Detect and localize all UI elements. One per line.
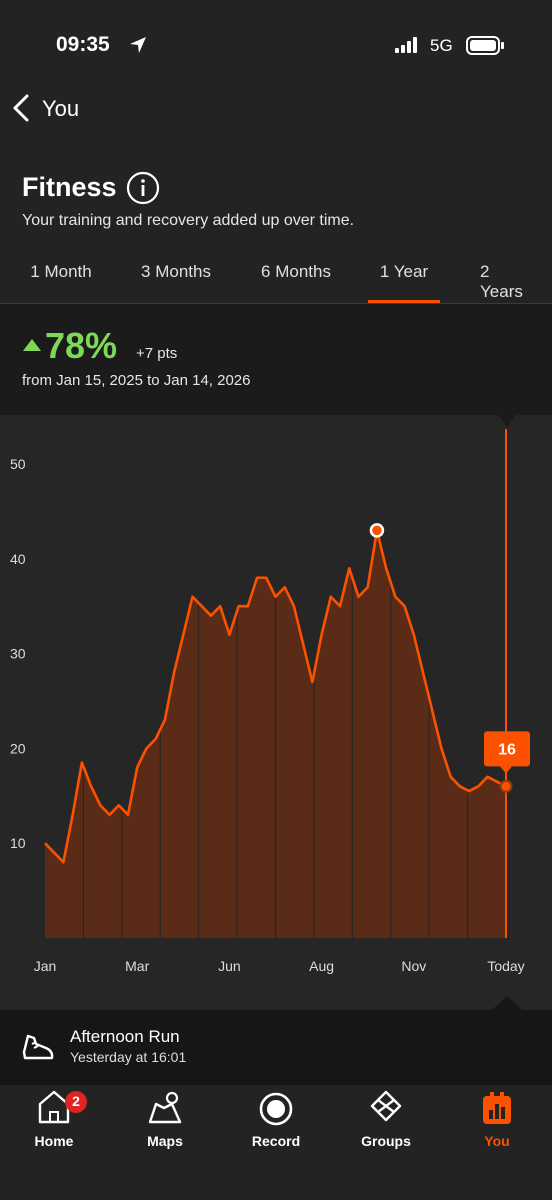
callout-label: 16 <box>498 741 516 758</box>
y-tick-label: 10 <box>10 835 26 851</box>
tab-divider <box>0 303 552 304</box>
back-label[interactable]: You <box>42 96 80 121</box>
tab-bar-label[interactable]: Record <box>251 1133 301 1149</box>
home-door <box>49 1111 59 1123</box>
info-icon[interactable] <box>126 171 160 205</box>
change-points: +7 pts <box>136 345 178 362</box>
record-dot <box>267 1100 285 1118</box>
tab[interactable]: 3 Months <box>141 262 211 281</box>
badge <box>65 1091 87 1113</box>
page-title: Fitness <box>22 172 117 202</box>
tab[interactable]: 6 Months <box>261 262 331 281</box>
callout-pointer <box>500 766 512 774</box>
activity-title[interactable]: Afternoon Run <box>70 1027 180 1046</box>
date-range: from Jan 15, 2025 to Jan 14, 2026 <box>22 372 251 389</box>
tab[interactable]: 1 Year <box>379 262 429 281</box>
signal-icon <box>395 37 417 53</box>
page-subtitle: Your training and recovery added up over… <box>22 212 355 229</box>
maps-icon[interactable] <box>148 1102 182 1124</box>
activity-panel[interactable] <box>0 1010 552 1085</box>
y-tick-label: 50 <box>10 456 26 472</box>
you-clip <box>500 1092 504 1100</box>
x-tick-label: Jan <box>34 958 57 974</box>
record-icon[interactable] <box>259 1092 293 1126</box>
fitness-chart: 10 20 30 40 50 16 Jan Mar Jun Aug Nov Today <box>0 415 552 1010</box>
maps-pin <box>165 1091 179 1105</box>
tab[interactable]: 1 Month <box>30 262 92 281</box>
location-icon <box>130 37 146 53</box>
badge-text: 2 <box>72 1093 80 1109</box>
network: 5G <box>430 36 453 55</box>
you-bar <box>495 1104 499 1119</box>
tab-bar-label[interactable]: Maps <box>147 1133 183 1149</box>
you-bar <box>489 1110 493 1119</box>
activity-time: Yesterday at 16:01 <box>70 1049 187 1065</box>
back-icon[interactable] <box>10 93 32 123</box>
peak-marker <box>369 523 385 538</box>
tab-bar-label[interactable]: Groups <box>361 1133 411 1149</box>
line <box>44 529 507 864</box>
tab[interactable]: 2 Years <box>480 262 523 301</box>
x-tick-label: Mar <box>125 958 149 974</box>
you-bar <box>501 1107 505 1119</box>
x-tick-label: Jun <box>218 958 241 974</box>
y-tick-label: 40 <box>10 551 26 567</box>
you-clip <box>490 1092 494 1100</box>
home-icon[interactable] <box>38 1090 70 1124</box>
tab-bar-icons <box>38 1090 511 1126</box>
tab-bar-label[interactable]: You <box>484 1133 510 1149</box>
y-tick-label: 30 <box>10 646 26 662</box>
tab-underline <box>368 300 440 303</box>
notch-top <box>498 415 516 427</box>
notch-bottom <box>492 996 522 1010</box>
tab-bar-label[interactable]: Home <box>34 1133 74 1149</box>
selected-point <box>499 779 513 793</box>
x-tick-label: Aug <box>309 958 334 974</box>
x-tick-label: Today <box>487 958 524 974</box>
change-percent: 78% <box>45 325 118 366</box>
groups-icon[interactable] <box>370 1090 402 1122</box>
summary-panel <box>0 304 552 415</box>
y-tick-label: 20 <box>10 740 26 756</box>
up-arrow <box>23 339 41 351</box>
shoe-icon <box>22 1034 54 1060</box>
status-time: 09:35 <box>56 33 110 56</box>
battery-icon <box>466 36 504 55</box>
callout-box <box>484 731 530 767</box>
x-tick-label: Nov <box>401 958 426 974</box>
